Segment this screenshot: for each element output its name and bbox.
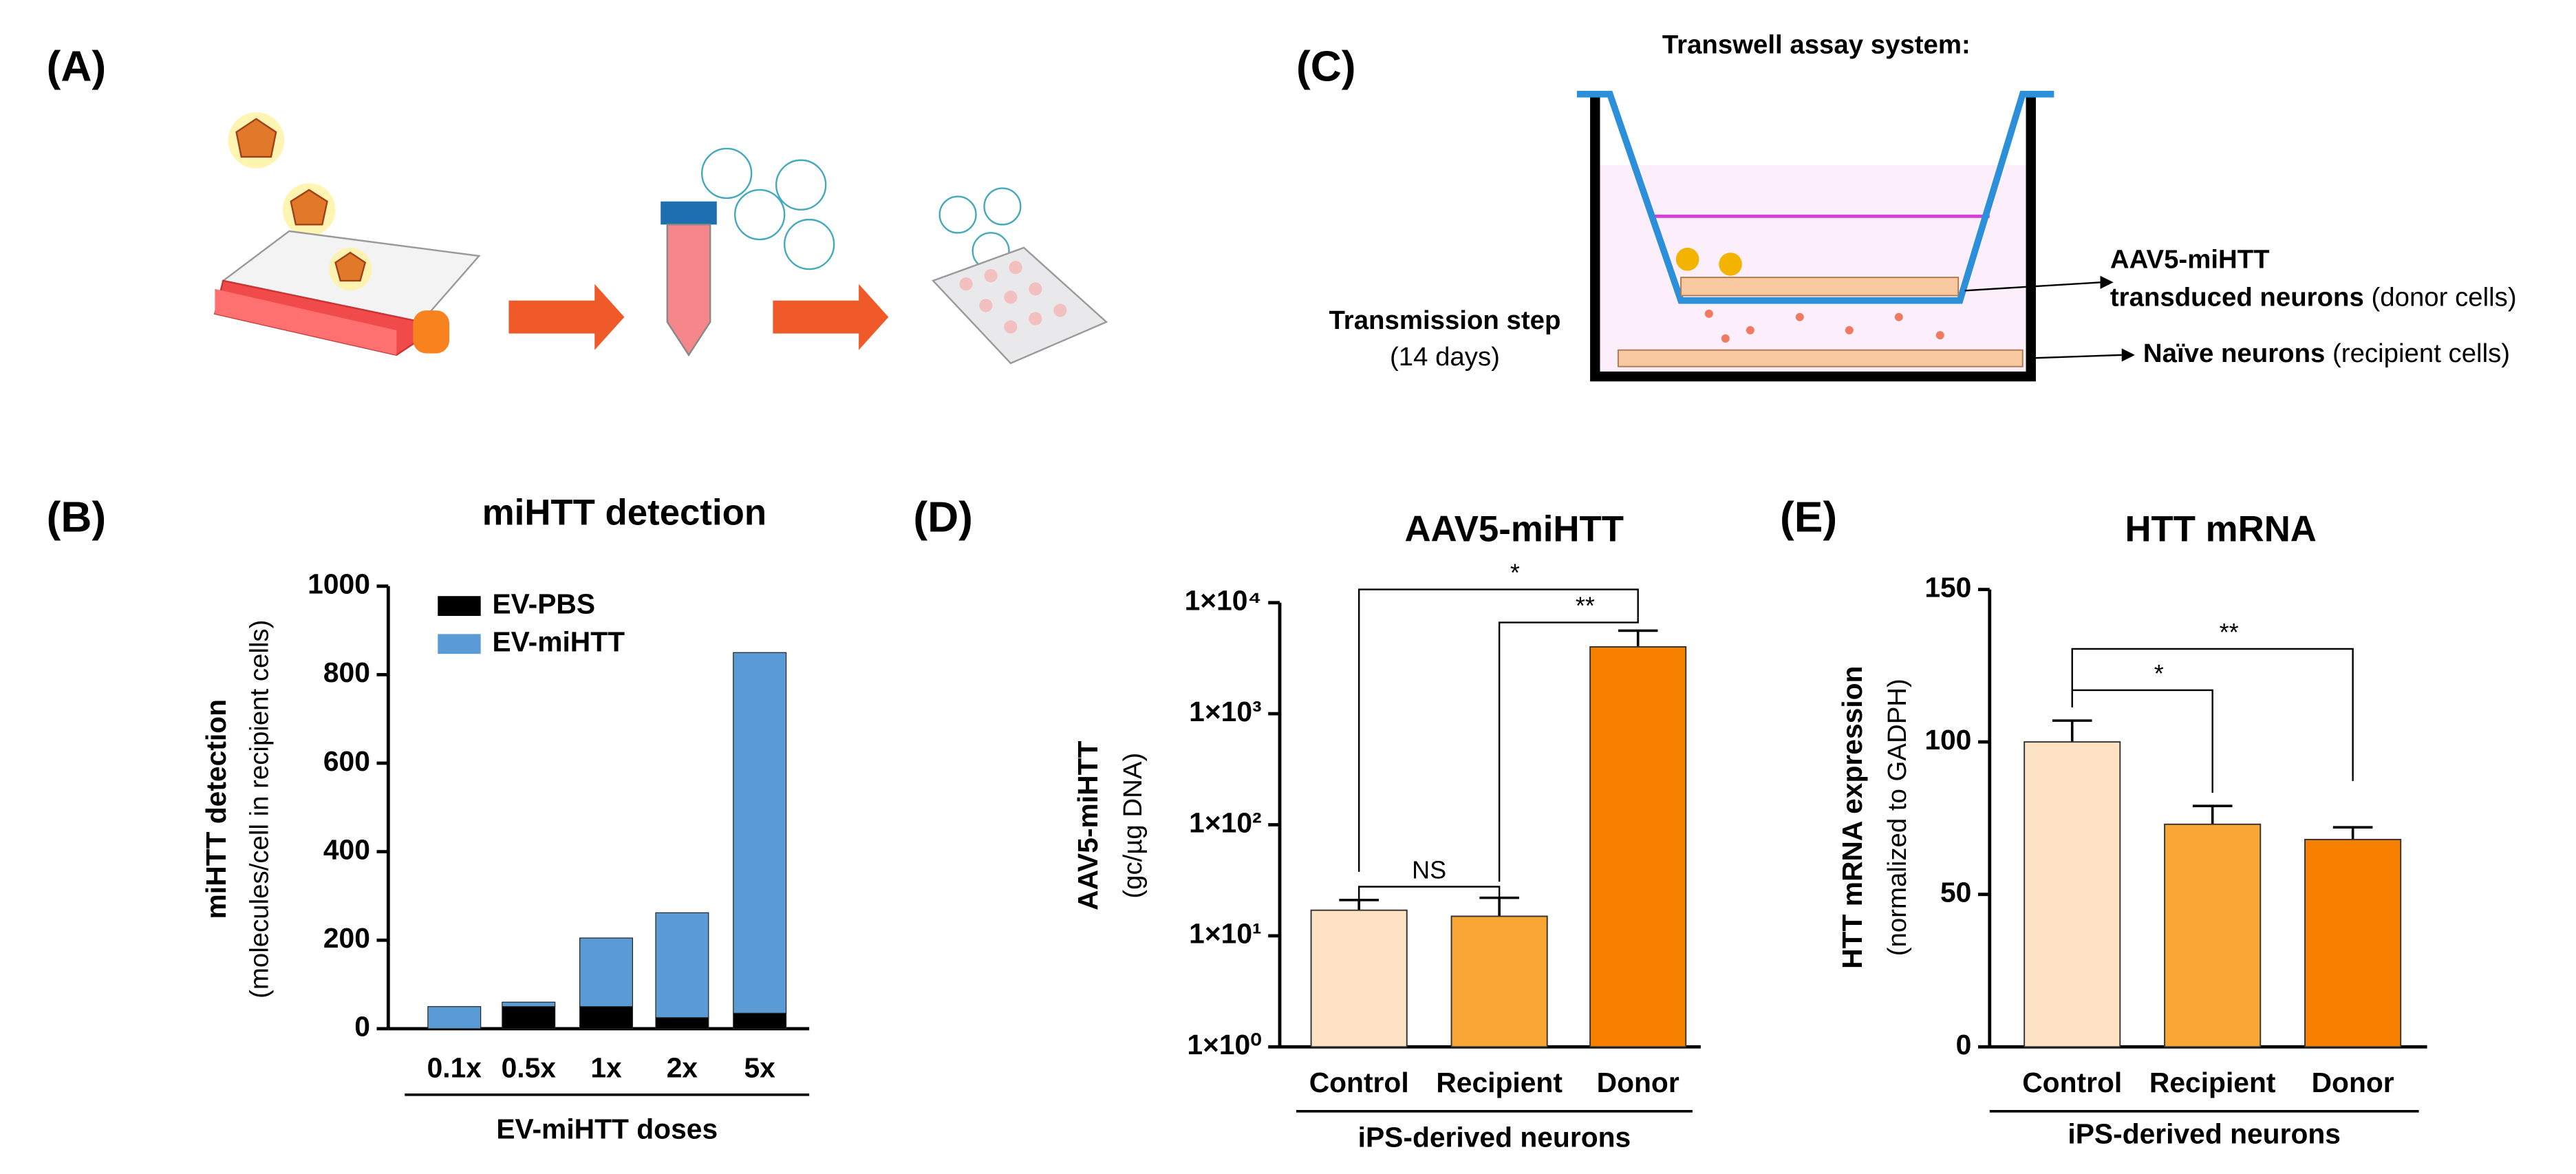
donor-label-bold: transduced neurons [2110,282,2364,312]
bar [2024,741,2121,1048]
recipient-label: Naïve neurons (recipient cells) [2143,339,2510,368]
chart-title: AAV5-miHTT [1404,509,1624,550]
x-axis-label: iPS-derived neurons [1358,1121,1631,1153]
y-tick-label: 1000 [308,568,370,600]
significance-label: * [1510,559,1520,587]
legend-label: EV-miHTT [492,626,625,658]
panel-label: (D) [913,493,973,541]
y-tick-label: 50 [1940,876,1971,908]
significance-bracket [2071,648,2354,781]
significance-label: * [2154,659,2164,687]
diagram-title: Transwell assay system: [1662,30,1971,59]
y-tick-label: 400 [323,833,370,865]
bar [1310,909,1408,1048]
bar [2164,823,2262,1048]
x-tick-label: Control [2022,1067,2122,1098]
donor-label: AAV5-miHTT [2110,244,2270,274]
y-axis-label: HTT mRNA expression [1836,666,1868,969]
y-tick-label: 1×10² [1189,807,1261,838]
x-tick-label: Donor [1597,1067,1679,1098]
bar-segment [733,1012,787,1029]
y-axis-label-sub: (gc/µg DNA) [1118,753,1148,899]
x-tick-label: 1x [590,1052,622,1084]
legend-swatch [438,596,481,616]
y-tick-label: 800 [323,657,370,688]
donor-label: transduced neurons (donor cells) [2110,282,2517,312]
panel-label: (A) [47,43,107,90]
legend-label: EV-PBS [492,588,595,619]
recipient-label-bold: Naïve neurons [2143,339,2325,368]
x-tick-label: 0.5x [502,1052,557,1084]
y-tick-label: 1×10¹ [1189,918,1261,950]
bar-segment [733,652,787,1014]
y-tick-label: 0 [354,1011,370,1043]
bar [1450,915,1548,1048]
y-tick-label: 1×10⁴ [1185,585,1262,617]
y-tick-label: 600 [323,745,370,777]
illustration-a [213,112,1108,365]
significance-label: ** [1576,591,1595,619]
bar-segment [427,1006,482,1029]
transwell-diagram [1576,90,2135,382]
bar-segment [655,1017,709,1029]
y-tick-label: 150 [1924,571,1971,603]
y-tick-label: 100 [1924,724,1971,756]
bar [2304,838,2402,1048]
x-tick-label: Donor [2312,1067,2394,1098]
chart-title: HTT mRNA [2125,509,2316,550]
bar-segment [655,912,709,1018]
significance-label: NS [1412,855,1446,884]
y-axis-label: miHTT detection [200,699,232,919]
panel-label: (B) [47,493,107,541]
x-axis-label: EV-miHTT doses [496,1113,718,1144]
step-time: (14 days) [1390,342,1500,372]
significance-bracket [1357,588,1639,872]
bar [1589,646,1687,1048]
y-axis-label-sub: (molecules/cell in recipient cells) [245,620,275,999]
bar-segment [502,1006,556,1029]
y-tick-label: 200 [323,922,370,954]
x-tick-label: 0.1x [427,1052,482,1084]
panel-label: (E) [1780,493,1837,541]
significance-bracket [1357,886,1501,900]
x-tick-label: 5x [744,1052,775,1084]
bar-segment [579,1006,634,1029]
y-tick-label: 1×10³ [1189,696,1261,727]
panel-label: (C) [1296,43,1356,90]
y-axis-label: AAV5-miHTT [1072,741,1104,910]
bar-segment [579,937,634,1007]
step-label: Transmission step [1329,306,1560,335]
x-tick-label: Recipient [1436,1067,1563,1098]
significance-label: ** [2220,618,2239,646]
y-axis-label-sub: (normalized to GADPH) [1882,679,1912,956]
y-tick-label: 0 [1956,1029,1972,1060]
recipient-label-note: (recipient cells) [2332,339,2510,368]
donor-label-note: (donor cells) [2371,282,2516,312]
x-tick-label: Control [1309,1067,1409,1098]
x-tick-label: 2x [667,1052,698,1084]
chart-title: miHTT detection [482,493,766,533]
y-tick-label: 1×10⁰ [1187,1029,1261,1060]
bar-segment [502,1001,556,1007]
x-axis-label: iPS-derived neurons [2068,1118,2341,1150]
legend-swatch [438,634,481,654]
significance-bracket [1498,617,1639,882]
x-tick-label: Recipient [2149,1067,2276,1098]
